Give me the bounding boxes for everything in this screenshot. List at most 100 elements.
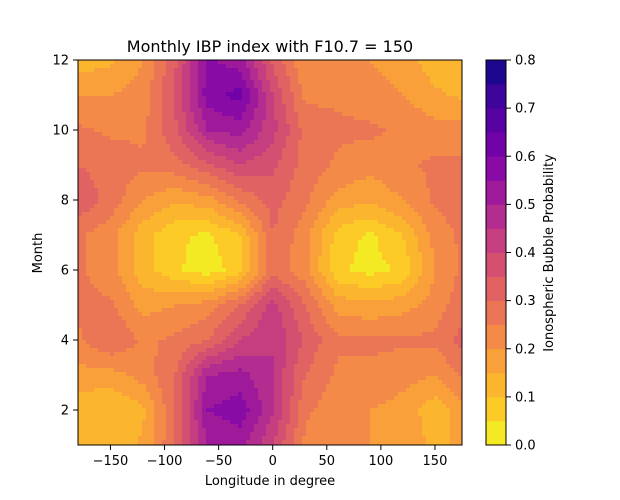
contour-cell <box>442 148 447 153</box>
contour-cell <box>434 212 439 217</box>
contour-cell <box>234 72 239 77</box>
contour-cell <box>266 164 271 169</box>
contour-cell <box>146 212 151 217</box>
contour-cell <box>370 240 375 245</box>
contour-cell <box>126 124 131 129</box>
contour-cell <box>454 172 459 177</box>
contour-cell <box>250 240 255 245</box>
contour-cell <box>250 96 255 101</box>
contour-cell <box>98 84 103 89</box>
contour-cell <box>430 232 435 237</box>
contour-cell <box>138 220 143 225</box>
contour-cell <box>286 172 291 177</box>
contour-cell <box>318 152 323 157</box>
contour-cell <box>182 172 187 177</box>
contour-cell <box>442 204 447 209</box>
contour-cell <box>230 144 235 149</box>
contour-cell <box>378 124 383 129</box>
contour-cell <box>134 68 139 73</box>
contour-cell <box>198 212 203 217</box>
contour-cell <box>326 132 331 137</box>
contour-cell <box>398 124 403 129</box>
contour-cell <box>110 208 115 213</box>
contour-cell <box>378 232 383 237</box>
contour-cell <box>166 60 171 65</box>
contour-cell <box>190 128 195 133</box>
contour-cell <box>166 176 171 181</box>
contour-cell <box>102 136 107 141</box>
contour-cell <box>218 160 223 165</box>
contour-cell <box>454 104 459 109</box>
contour-cell <box>378 128 383 133</box>
contour-cell <box>362 112 367 117</box>
contour-cell <box>306 248 311 253</box>
contour-cell <box>434 68 439 73</box>
contour-cell <box>214 188 219 193</box>
contour-cell <box>314 180 319 185</box>
contour-cell <box>434 120 439 125</box>
contour-cell <box>150 144 155 149</box>
contour-cell <box>202 264 207 269</box>
contour-cell <box>150 180 155 185</box>
contour-cell <box>330 172 335 177</box>
contour-cell <box>162 72 167 77</box>
contour-cell <box>410 176 415 181</box>
contour-cell <box>126 112 131 117</box>
contour-cell <box>226 208 231 213</box>
contour-cell <box>250 244 255 249</box>
contour-cell <box>430 196 435 201</box>
contour-cell <box>326 200 331 205</box>
contour-cell <box>286 116 291 121</box>
contour-cell <box>406 248 411 253</box>
contour-cell <box>250 140 255 145</box>
contour-cell <box>158 252 163 257</box>
contour-cell <box>358 180 363 185</box>
contour-cell <box>158 236 163 241</box>
contour-cell <box>290 160 295 165</box>
contour-cell <box>218 212 223 217</box>
contour-cell <box>106 256 111 261</box>
contour-cell <box>298 180 303 185</box>
contour-cell <box>278 184 283 189</box>
contour-cell <box>354 64 359 69</box>
contour-cell <box>122 260 127 265</box>
contour-cell <box>282 84 287 89</box>
contour-cell <box>186 84 191 89</box>
contour-cell <box>414 140 419 145</box>
contour-cell <box>442 232 447 237</box>
contour-cell <box>190 176 195 181</box>
contour-cell <box>106 216 111 221</box>
contour-cell <box>150 256 155 261</box>
contour-cell <box>114 84 119 89</box>
contour-cell <box>386 124 391 129</box>
contour-cell <box>350 256 355 261</box>
contour-cell <box>218 228 223 233</box>
contour-cell <box>202 144 207 149</box>
contour-cell <box>394 148 399 153</box>
contour-cell <box>110 88 115 93</box>
contour-cell <box>98 108 103 113</box>
contour-cell <box>246 192 251 197</box>
contour-cell <box>278 120 283 125</box>
contour-cell <box>438 172 443 177</box>
contour-cell <box>206 232 211 237</box>
contour-cell <box>314 164 319 169</box>
contour-cell <box>426 140 431 145</box>
contour-cell <box>178 260 183 265</box>
contour-cell <box>434 180 439 185</box>
contour-cell <box>126 88 131 93</box>
contour-cell <box>154 68 159 73</box>
contour-cell <box>410 216 415 221</box>
contour-cell <box>290 64 295 69</box>
contour-cell <box>398 80 403 85</box>
contour-cell <box>314 92 319 97</box>
contour-cell <box>146 124 151 129</box>
contour-cell <box>202 60 207 65</box>
contour-cell <box>246 108 251 113</box>
contour-cell <box>106 180 111 185</box>
contour-cell <box>266 112 271 117</box>
contour-cell <box>126 260 131 265</box>
contour-cell <box>238 244 243 249</box>
contour-cell <box>166 256 171 261</box>
contour-cell <box>194 184 199 189</box>
